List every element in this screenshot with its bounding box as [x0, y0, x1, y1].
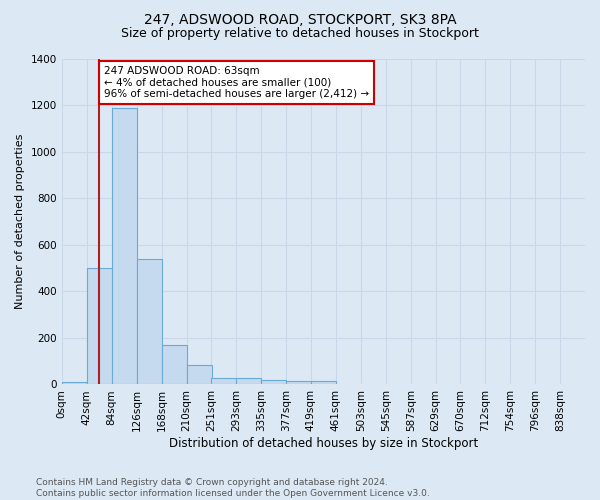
Bar [311, 381, 336, 384]
Text: Size of property relative to detached houses in Stockport: Size of property relative to detached ho… [121, 28, 479, 40]
Bar [112, 108, 137, 384]
Bar [187, 365, 212, 384]
Bar [62, 382, 86, 384]
Text: Contains HM Land Registry data © Crown copyright and database right 2024.
Contai: Contains HM Land Registry data © Crown c… [36, 478, 430, 498]
Bar [86, 268, 112, 384]
Bar [161, 345, 187, 385]
Bar [236, 378, 261, 384]
Bar [137, 259, 161, 384]
Bar [261, 380, 286, 384]
X-axis label: Distribution of detached houses by size in Stockport: Distribution of detached houses by size … [169, 437, 478, 450]
Text: 247, ADSWOOD ROAD, STOCKPORT, SK3 8PA: 247, ADSWOOD ROAD, STOCKPORT, SK3 8PA [143, 12, 457, 26]
Bar [211, 378, 236, 384]
Text: 247 ADSWOOD ROAD: 63sqm
← 4% of detached houses are smaller (100)
96% of semi-de: 247 ADSWOOD ROAD: 63sqm ← 4% of detached… [104, 66, 369, 99]
Bar [286, 381, 311, 384]
Y-axis label: Number of detached properties: Number of detached properties [15, 134, 25, 310]
